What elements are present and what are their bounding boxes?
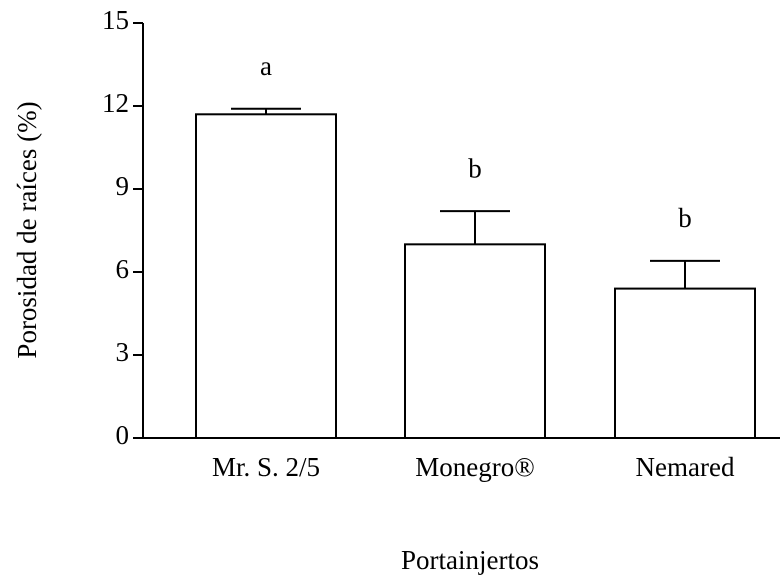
y-tick-label: 9 [116, 171, 130, 201]
y-tick-label: 6 [116, 254, 130, 284]
y-tick-label: 0 [116, 420, 130, 450]
bar [404, 243, 546, 439]
y-axis-label: Porosidad de raíces (%) [12, 101, 42, 358]
x-tick-label: Monegro® [415, 452, 535, 482]
x-tick-label: Mr. S. 2/5 [212, 452, 320, 482]
y-tick-label: 3 [116, 337, 130, 367]
bar [195, 113, 337, 440]
y-tick-label: 12 [102, 88, 129, 118]
annotation: b [678, 203, 692, 233]
y-tick-label: 15 [102, 5, 129, 35]
x-axis-label: Portainjertos [401, 545, 539, 575]
annotation: a [260, 51, 272, 81]
x-tick-label: Nemared [636, 452, 735, 482]
bar [614, 287, 756, 439]
annotation: b [468, 153, 482, 183]
